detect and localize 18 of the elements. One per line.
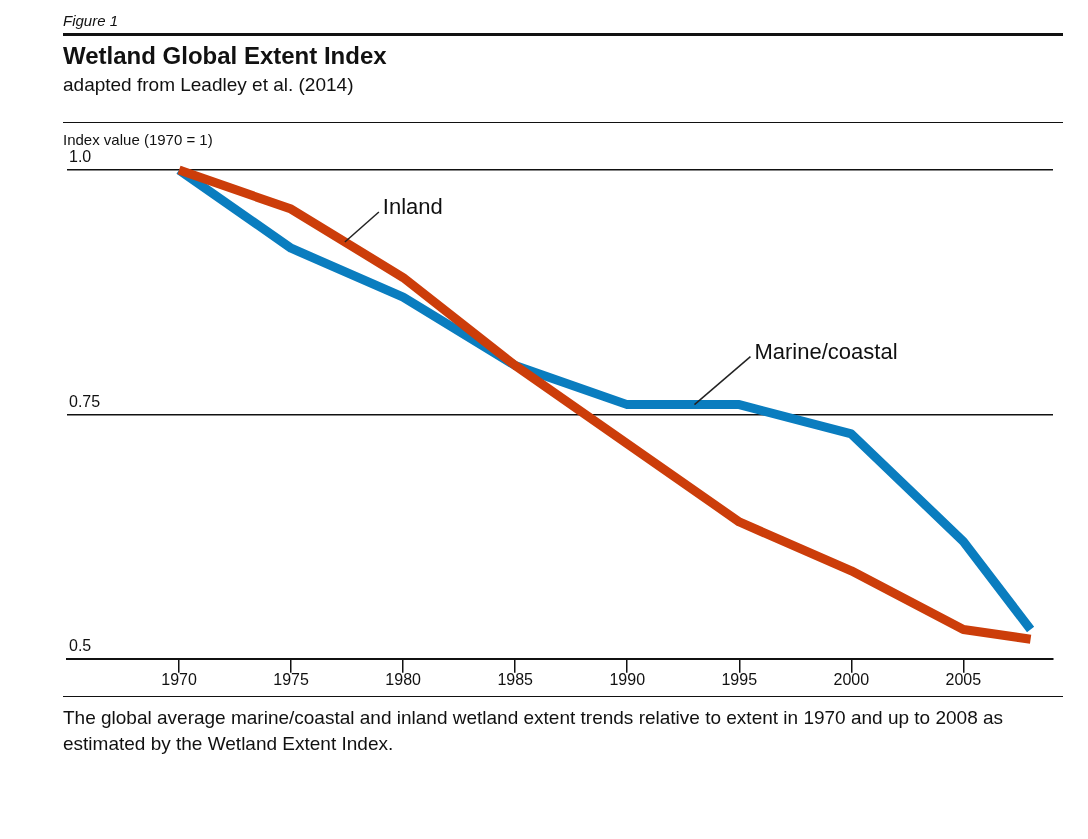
chart-subtitle: adapted from Leadley et al. (2014) — [63, 74, 355, 96]
x-tick-label: 1970 — [161, 670, 197, 688]
text: The global average marine/coastal and inland wetland extent trends relative to extent in 1970 and up to 2008 as estimated by the Wetland Extent Index. — [63, 706, 1005, 756]
y-tick-label: 1.0 — [69, 148, 92, 166]
x-tick-label: 1975 — [273, 670, 309, 688]
x-tick-label: 1980 — [385, 670, 422, 688]
chart-title: Wetland Global Extent Index — [63, 42, 388, 70]
x-tick-label: 1995 — [721, 670, 758, 688]
y-axis-title: Index value (1970 = 1) — [63, 131, 214, 148]
series-label: Inland — [382, 194, 443, 220]
x-tick-label: 1985 — [497, 670, 534, 688]
x-tick-label: 2000 — [833, 670, 870, 688]
series-label: Marine/coastal — [754, 338, 898, 364]
x-tick-label: 1990 — [609, 670, 646, 688]
x-tick-label: 2005 — [945, 670, 982, 688]
y-tick-label: 0.5 — [69, 637, 92, 655]
y-tick-label: 0.75 — [69, 392, 101, 410]
caption: Figure 1 — [63, 12, 120, 29]
